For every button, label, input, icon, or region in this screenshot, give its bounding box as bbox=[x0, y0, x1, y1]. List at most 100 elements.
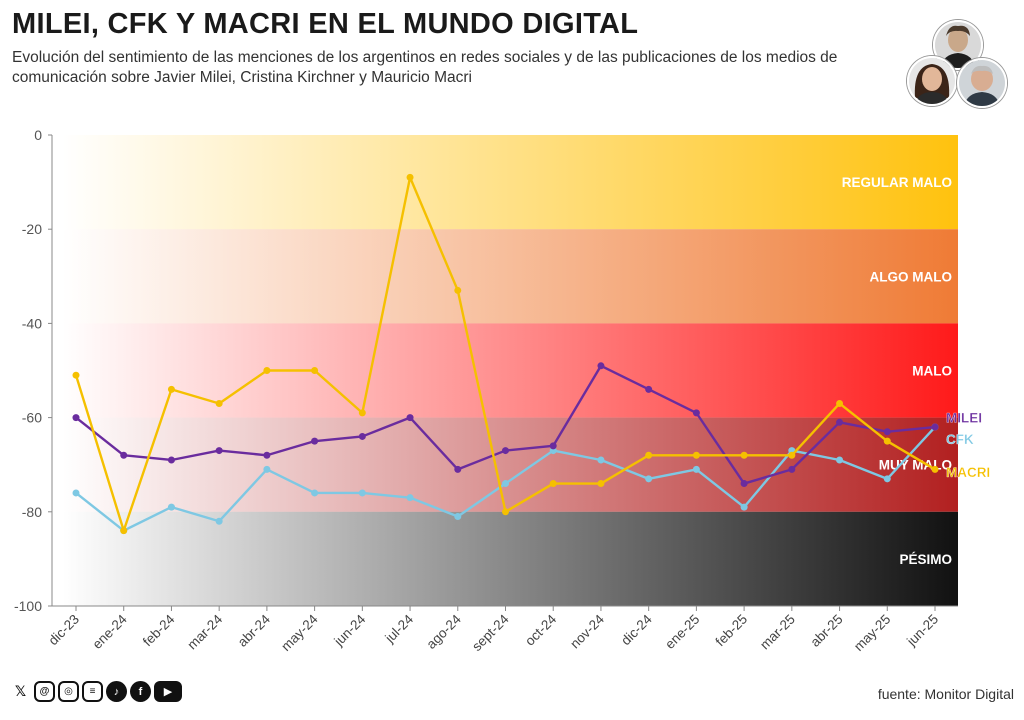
social-icons: 𝕏 @ ◎ ≡ ♪ f ▶ bbox=[10, 681, 182, 702]
band-label: ALGO MALO bbox=[870, 269, 953, 284]
chart-title: MILEI, CFK Y MACRI EN EL MUNDO DIGITAL bbox=[12, 8, 639, 40]
data-point-macri bbox=[692, 451, 700, 459]
legend-label-milei: MILEI bbox=[946, 411, 982, 426]
x-icon[interactable]: 𝕏 bbox=[14, 683, 27, 699]
politician-avatars bbox=[905, 20, 1015, 110]
data-point-macri bbox=[120, 527, 128, 535]
x-tick-label: sept-24 bbox=[469, 611, 512, 654]
data-point-macri bbox=[931, 465, 939, 473]
x-tick-label: mar-24 bbox=[184, 611, 225, 652]
data-point-macri bbox=[454, 286, 462, 294]
instagram-icon[interactable]: ◎ bbox=[58, 681, 79, 702]
data-point-macri bbox=[502, 508, 509, 516]
band-label: PÉSIMO bbox=[899, 552, 952, 567]
data-point-milei bbox=[740, 480, 748, 488]
data-point-milei bbox=[215, 447, 223, 455]
data-point-cfk bbox=[454, 513, 462, 521]
data-point-cfk bbox=[597, 456, 605, 464]
band-label: REGULAR MALO bbox=[842, 175, 952, 190]
x-tick-label: abr-25 bbox=[807, 612, 845, 650]
kirchner-avatar bbox=[907, 56, 957, 106]
chart-subtitle: Evolución del sentimiento de las mencion… bbox=[12, 49, 838, 86]
substack-icon[interactable]: ≡ bbox=[82, 681, 103, 702]
legend-label-macri: MACRI bbox=[946, 465, 990, 480]
data-point-milei bbox=[72, 414, 80, 422]
data-point-macri bbox=[311, 367, 319, 374]
x-tick-label: dic-23 bbox=[46, 612, 83, 649]
source-note: fuente: Monitor Digital bbox=[877, 686, 1014, 702]
band-3 bbox=[62, 417, 958, 512]
threads-icon[interactable]: @ bbox=[34, 681, 55, 702]
data-point-cfk bbox=[883, 475, 891, 483]
data-point-cfk bbox=[72, 489, 80, 497]
youtube-icon[interactable]: ▶ bbox=[154, 681, 182, 702]
data-point-milei bbox=[549, 442, 557, 450]
data-point-milei bbox=[836, 418, 844, 426]
x-tick-label: ene-24 bbox=[90, 611, 131, 652]
y-tick-label: -80 bbox=[22, 504, 42, 520]
legend-label-cfk: CFK bbox=[946, 432, 974, 447]
y-tick-label: 0 bbox=[34, 127, 42, 143]
x-tick-label: ago-24 bbox=[424, 611, 465, 652]
x-tick-label: jun-24 bbox=[331, 611, 369, 649]
data-point-macri bbox=[72, 371, 80, 379]
data-point-cfk bbox=[263, 465, 271, 473]
data-point-macri bbox=[645, 451, 653, 459]
data-point-milei bbox=[120, 451, 128, 459]
x-tick-label: jul-24 bbox=[382, 611, 417, 646]
band-4 bbox=[62, 511, 958, 606]
data-point-milei bbox=[788, 465, 796, 473]
data-point-milei bbox=[883, 428, 891, 436]
x-tick-label: abr-24 bbox=[235, 611, 274, 650]
data-point-milei bbox=[931, 423, 939, 431]
data-point-macri bbox=[740, 451, 748, 459]
data-point-milei bbox=[454, 465, 462, 473]
data-point-cfk bbox=[167, 503, 175, 511]
data-point-cfk bbox=[358, 489, 366, 497]
data-point-cfk bbox=[406, 494, 414, 502]
data-point-macri bbox=[549, 480, 557, 488]
data-point-cfk bbox=[502, 480, 509, 488]
data-point-milei bbox=[406, 414, 414, 422]
x-tick-label: feb-25 bbox=[713, 612, 751, 650]
x-tick-label: mar-25 bbox=[757, 612, 798, 653]
data-point-milei bbox=[645, 385, 653, 393]
band-1 bbox=[62, 229, 958, 324]
macri-avatar bbox=[957, 58, 1007, 108]
data-point-milei bbox=[263, 451, 271, 459]
y-tick-label: -60 bbox=[22, 410, 42, 426]
data-point-macri bbox=[167, 385, 175, 393]
data-point-cfk bbox=[645, 475, 653, 483]
y-tick-label: -40 bbox=[22, 315, 42, 331]
x-tick-label: may-24 bbox=[278, 611, 321, 654]
data-point-milei bbox=[358, 432, 366, 440]
data-point-milei bbox=[167, 456, 175, 464]
x-tick-label: may-25 bbox=[851, 612, 893, 654]
x-tick-label: dic-24 bbox=[618, 611, 655, 648]
facebook-icon[interactable]: f bbox=[130, 681, 151, 702]
x-tick-label: feb-24 bbox=[140, 611, 178, 649]
data-point-cfk bbox=[311, 489, 319, 497]
data-point-milei bbox=[311, 437, 319, 445]
data-point-macri bbox=[406, 173, 414, 181]
data-point-macri bbox=[788, 451, 796, 459]
band-0 bbox=[62, 135, 958, 230]
data-point-macri bbox=[597, 480, 605, 488]
y-tick-label: -100 bbox=[14, 598, 42, 614]
data-point-cfk bbox=[692, 465, 700, 473]
data-point-cfk bbox=[215, 517, 223, 525]
y-tick-label: -20 bbox=[22, 221, 42, 237]
x-tick-label: oct-24 bbox=[522, 611, 559, 648]
data-point-macri bbox=[836, 399, 844, 407]
tiktok-icon[interactable]: ♪ bbox=[106, 681, 127, 702]
x-tick-label: nov-24 bbox=[567, 611, 607, 651]
data-point-macri bbox=[263, 367, 271, 374]
data-point-milei bbox=[692, 409, 700, 417]
x-tick-label: jun-25 bbox=[903, 612, 941, 650]
band-2 bbox=[62, 323, 958, 418]
data-point-cfk bbox=[740, 503, 748, 511]
data-point-macri bbox=[883, 437, 891, 445]
band-label: MALO bbox=[912, 364, 952, 379]
x-tick-label: ene-25 bbox=[662, 612, 702, 652]
